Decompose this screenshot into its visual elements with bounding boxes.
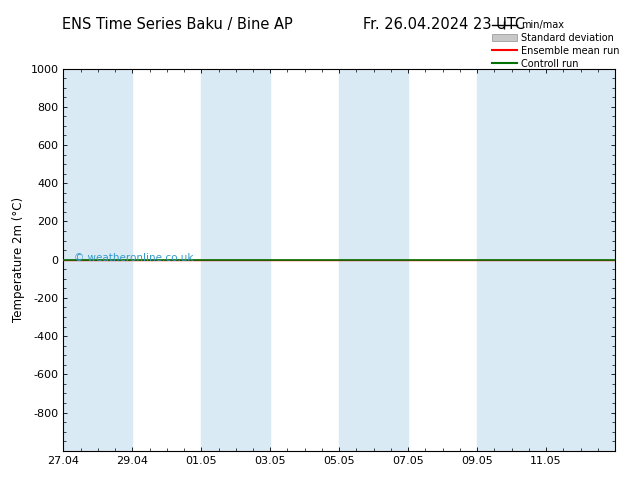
Text: © weatheronline.co.uk: © weatheronline.co.uk: [74, 253, 194, 263]
Bar: [63, 69, 133, 451]
Y-axis label: Temperature 2m (°C): Temperature 2m (°C): [12, 197, 25, 322]
Bar: [202, 69, 270, 451]
Bar: [477, 69, 615, 451]
Text: ENS Time Series Baku / Bine AP: ENS Time Series Baku / Bine AP: [62, 17, 293, 32]
Text: Fr. 26.04.2024 23 UTC: Fr. 26.04.2024 23 UTC: [363, 17, 525, 32]
Legend: min/max, Standard deviation, Ensemble mean run, Controll run: min/max, Standard deviation, Ensemble me…: [489, 17, 623, 72]
Bar: [339, 69, 408, 451]
